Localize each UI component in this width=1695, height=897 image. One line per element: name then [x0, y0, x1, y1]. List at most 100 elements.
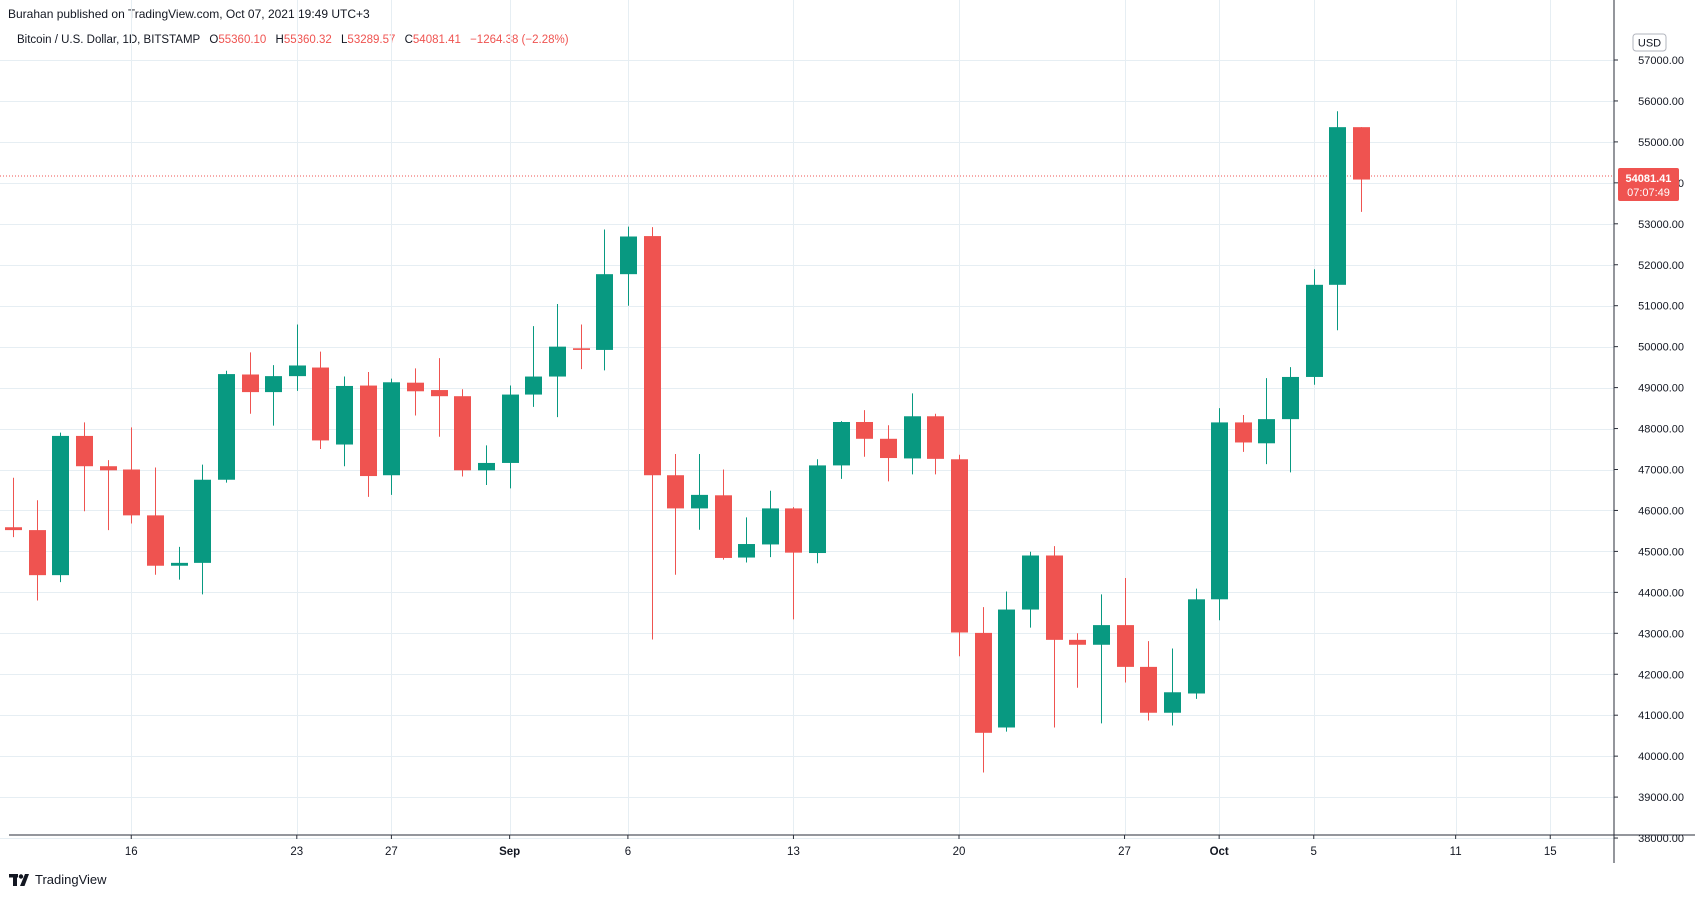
candle-body [1093, 625, 1110, 645]
time-axis[interactable]: 16 23 27 Sep 6 13 20 27 Oct 5 11 15 [125, 835, 1557, 858]
candle-body [1235, 422, 1252, 443]
candle-body [738, 544, 755, 558]
time-tick-label: Sep [499, 846, 520, 858]
chart-grid [0, 0, 1614, 839]
price-tick-label: 38000.00 [1638, 833, 1684, 845]
price-tick-label: 48000.00 [1638, 424, 1684, 436]
price-tick-label: 55000.00 [1638, 137, 1684, 149]
price-tick-label: 44000.00 [1638, 587, 1684, 599]
price-axis[interactable]: 38000.00 39000.00 40000.00 41000.00 42000.00… [1614, 55, 1684, 845]
candle-body [525, 376, 542, 395]
candle-body [194, 479, 211, 563]
candle-body [100, 466, 117, 471]
candle-body [360, 385, 377, 477]
tradingview-logo-icon [9, 873, 29, 886]
price-tick-label: 51000.00 [1638, 301, 1684, 313]
time-tick-label: 13 [787, 846, 800, 858]
candle-body [123, 469, 140, 516]
candle-body [1117, 625, 1134, 667]
candle-body [1211, 422, 1228, 600]
price-tick-label: 41000.00 [1638, 710, 1684, 722]
candle-body [880, 438, 897, 459]
candle [218, 370, 235, 483]
candle [691, 453, 708, 530]
time-tick-label: 27 [385, 846, 398, 858]
candle [1140, 641, 1157, 721]
footer-brand-label: TradingView [35, 872, 107, 887]
candle [336, 376, 353, 467]
candle-body [29, 530, 46, 576]
candle-body [1306, 284, 1323, 377]
price-tick-label: 42000.00 [1638, 669, 1684, 681]
candle-body [856, 421, 873, 439]
last-price-tag: 54081.41 07:07:49 [1618, 168, 1679, 201]
candle-body [265, 376, 282, 393]
price-tick-label: 39000.00 [1638, 792, 1684, 804]
candle [194, 464, 211, 595]
candle [1069, 633, 1086, 688]
candle-body [1069, 639, 1086, 645]
candle [289, 324, 306, 391]
candle-body [1282, 376, 1299, 420]
candle-body [644, 236, 661, 476]
countdown-value: 07:07:49 [1627, 187, 1670, 199]
candle-body [1022, 555, 1039, 610]
candle [1022, 551, 1039, 628]
candle [1329, 111, 1346, 331]
candle-body [998, 609, 1015, 728]
candle-body [52, 435, 69, 576]
candle [644, 227, 661, 640]
publisher-line: Burahan published on TradingView.com, Oc… [8, 7, 370, 21]
candle-body [715, 495, 732, 558]
footer-brand[interactable]: TradingView [9, 872, 107, 887]
candle-body [289, 365, 306, 377]
open-value: 55360.10 [218, 34, 267, 46]
candle [431, 358, 448, 437]
time-tick-label: 15 [1544, 846, 1557, 858]
low-label: L [341, 34, 348, 46]
symbol-title[interactable]: Bitcoin / U.S. Dollar, 1D, BITSTAMP [17, 34, 201, 46]
candle [667, 453, 684, 575]
price-tick-label: 52000.00 [1638, 260, 1684, 272]
candle [100, 460, 117, 531]
price-tick-label: 49000.00 [1638, 383, 1684, 395]
high-label: H [275, 34, 284, 46]
candle-body [833, 421, 850, 466]
candle-body [809, 465, 826, 554]
price-tick-label: 47000.00 [1638, 465, 1684, 477]
time-tick-label: 6 [625, 846, 631, 858]
open-label: O [209, 34, 219, 46]
candle [951, 454, 968, 657]
price-tick-label: 45000.00 [1638, 546, 1684, 558]
candle-body [5, 527, 22, 531]
candle-body [1353, 127, 1370, 180]
low-value: 53289.57 [347, 34, 396, 46]
candle [1306, 269, 1323, 385]
currency-badge[interactable]: USD [1632, 33, 1667, 52]
candle [265, 365, 282, 426]
candle [312, 351, 329, 450]
candle [502, 385, 519, 489]
candle-body [407, 382, 424, 392]
candle-body [147, 515, 164, 566]
candle-body [431, 390, 448, 397]
candle [478, 445, 495, 486]
candle-body [171, 562, 188, 566]
candle-body [383, 382, 400, 476]
candle-body [785, 508, 802, 553]
price-tick-label: 56000.00 [1638, 96, 1684, 108]
candle-body [1046, 555, 1063, 640]
candle-body [620, 236, 637, 275]
candle-body [1140, 666, 1157, 713]
candle-body [1188, 599, 1205, 694]
candle-body [76, 435, 93, 467]
candle [5, 477, 22, 538]
candle [383, 378, 400, 495]
time-tick-label: 27 [1118, 846, 1131, 858]
time-tick-label: 11 [1450, 846, 1462, 858]
candle [1258, 378, 1275, 465]
candle-body [667, 475, 684, 509]
price-tick-label: 43000.00 [1638, 628, 1684, 640]
price-tick-label: 46000.00 [1638, 505, 1684, 517]
